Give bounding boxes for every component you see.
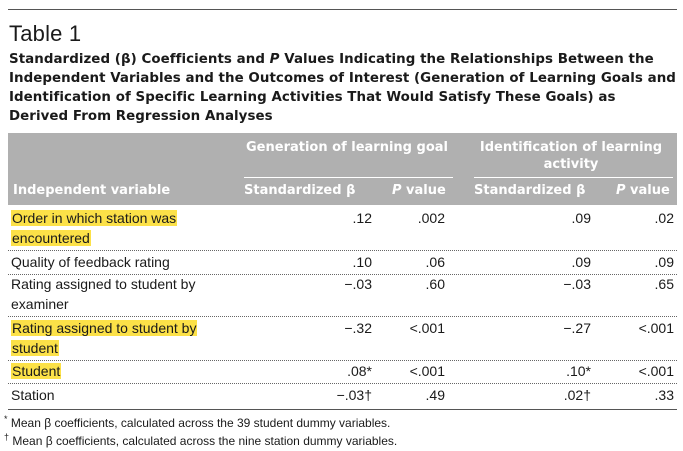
std-beta-generation-cell: −.03 (344, 276, 372, 292)
col-header-p-value-1: P value (392, 183, 446, 198)
table-row: Order in which station was encountered .12… (8, 208, 677, 248)
p-value-identification-cell: .65 (654, 276, 674, 292)
p-value-generation-cell: .49 (425, 387, 445, 403)
std-beta-generation-cell: −.03† (336, 387, 372, 403)
std-beta-generation-cell: .08* (347, 363, 372, 379)
p-value-generation-cell: .002 (417, 210, 445, 226)
p-italic-2: P (616, 183, 626, 198)
row-separator (8, 360, 677, 361)
std-beta-identification-cell: .02† (563, 387, 591, 403)
col-header-independent-variable: Independent variable (13, 183, 171, 198)
p-value-generation-cell: .06 (425, 254, 445, 270)
title-pre: Standardized (β) Coefficients and (9, 52, 270, 67)
std-beta-identification-cell: .09 (571, 254, 591, 270)
row-label-line: examiner (11, 296, 69, 312)
group-underline-2 (474, 177, 673, 178)
row-label-line: Station (11, 387, 55, 403)
p-value-generation-cell: <.001 (409, 320, 445, 336)
table-title: Standardized (β) Coefficients and P Valu… (9, 50, 679, 126)
row-label-line: student (11, 340, 59, 356)
title-p: P (269, 52, 280, 67)
row-label: Station (11, 385, 55, 405)
table-row: Rating assigned to student by examiner −.0… (8, 274, 677, 314)
col-header-p-value-2: P value (616, 183, 670, 198)
top-rule (8, 9, 677, 10)
row-label: Quality of feedback rating (11, 252, 170, 272)
row-separator (8, 250, 677, 251)
col-header-std-beta-1: Standardized β (244, 183, 356, 198)
group-header-identification: Identification of learning activity (479, 140, 663, 172)
p-value-identification-cell: .09 (654, 254, 674, 270)
footnote-text-1: Mean β coefficients, calculated across t… (7, 416, 391, 430)
std-beta-generation-cell: .10 (352, 254, 372, 270)
table-number: Table 1 (9, 21, 82, 46)
p-value-identification-cell: <.001 (638, 363, 674, 379)
p-value-generation-cell: <.001 (409, 363, 445, 379)
p-value-generation-cell: .60 (425, 276, 445, 292)
p-italic-1: P (392, 183, 402, 198)
table-header: Generation of learning goal Identificati… (8, 133, 677, 205)
p-value-identification-cell: <.001 (638, 320, 674, 336)
footnote-1: * Mean β coefficients, calculated across… (4, 414, 390, 430)
table-row: Quality of feedback rating .10 .06 .09 .09 (8, 252, 677, 272)
row-label-line: Order in which station was (11, 210, 178, 226)
std-beta-generation-cell: −.32 (344, 320, 372, 336)
footnote-mark-2: † (4, 432, 10, 442)
std-beta-identification-cell: −.03 (563, 276, 591, 292)
row-label: Rating assigned to student by student (11, 318, 198, 358)
row-label-line: Rating assigned to student by (11, 320, 198, 336)
p-value-identification-cell: .02 (654, 210, 674, 226)
p-value-identification-cell: .33 (654, 387, 674, 403)
std-beta-identification-cell: .10* (566, 363, 591, 379)
std-beta-generation-cell: .12 (352, 210, 372, 226)
row-label-line: Student (11, 363, 62, 379)
bottom-rule (8, 409, 677, 410)
std-beta-identification-cell: −.27 (563, 320, 591, 336)
row-separator (8, 383, 677, 384)
table-row: Student .08* <.001 .10* <.001 (8, 361, 677, 381)
row-label: Rating assigned to student by examiner (11, 274, 195, 314)
footnote-mark-1: * (4, 414, 8, 424)
footnote-text-2: Mean β coefficients, calculated across t… (9, 434, 398, 448)
row-label: Student (11, 361, 62, 381)
title-post: Values Indicating the Relationships Betw… (9, 52, 676, 124)
footnote-2: † Mean β coefficients, calculated across… (4, 432, 397, 448)
table-row: Station −.03† .49 .02† .33 (8, 385, 677, 405)
row-separator (8, 316, 677, 317)
group-header-generation: Generation of learning goal (246, 140, 448, 155)
row-label-line: encountered (11, 230, 91, 246)
col-header-std-beta-2: Standardized β (474, 183, 586, 198)
group-underline-1 (244, 177, 453, 178)
row-label-line: Quality of feedback rating (11, 254, 170, 270)
table-row: Rating assigned to student by student −.32… (8, 318, 677, 358)
row-label-line: Rating assigned to student by (11, 276, 196, 292)
row-separator (8, 274, 677, 275)
std-beta-identification-cell: .09 (571, 210, 591, 226)
row-label: Order in which station was encountered (11, 208, 178, 248)
